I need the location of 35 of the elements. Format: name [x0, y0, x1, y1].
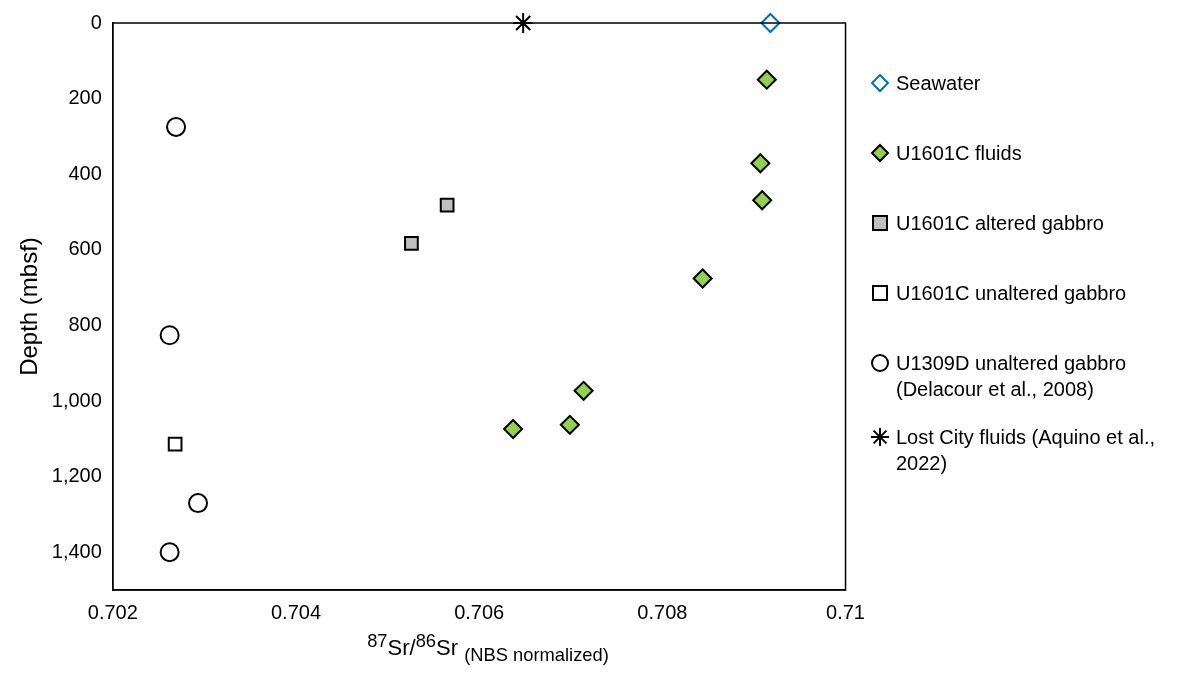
- point: [573, 380, 594, 401]
- point: [167, 436, 183, 452]
- point: [439, 197, 455, 213]
- y-tick-label: 400: [68, 161, 102, 184]
- x-tick-label: 0.708: [637, 600, 688, 623]
- y-tick-label: 800: [68, 312, 102, 335]
- x-tick-label: 0.702: [87, 600, 138, 623]
- x-tick-label: 0.704: [270, 600, 322, 623]
- legend-label: Lost City fluids (Aquino et al., 2022): [896, 425, 1156, 476]
- point: [503, 418, 524, 439]
- point: [750, 153, 771, 174]
- x-tick-label: 0.706: [454, 600, 505, 623]
- point: [404, 236, 419, 251]
- y-tick-label: 600: [68, 237, 102, 260]
- legend-label: Seawater: [896, 71, 981, 96]
- y-tick-label: 0: [90, 10, 102, 33]
- x-tick-label: 0.71: [826, 600, 866, 623]
- point: [166, 116, 187, 137]
- legend-label: U1309D unaltered gabbro (Delacour et al., 2008): [896, 351, 1128, 402]
- point: [692, 268, 713, 289]
- point: [159, 325, 180, 346]
- y-tick-label: 200: [68, 86, 102, 109]
- point: [559, 414, 580, 435]
- point: [159, 542, 180, 563]
- y-axis-title: Depth (mbsf): [15, 237, 43, 376]
- legend-label: U1601C unaltered gabbro: [896, 281, 1127, 306]
- y-tick-label: 1,000: [51, 388, 102, 411]
- legend-label: U1601C altered gabbro: [896, 211, 1104, 236]
- point: [752, 190, 773, 211]
- legend-label: U1601C fluids: [896, 141, 1022, 166]
- point: [188, 493, 209, 514]
- y-tick-label: 1,200: [51, 464, 102, 487]
- y-tick-label: 1,400: [51, 539, 102, 562]
- point: [756, 69, 777, 90]
- x-axis-title: $^{87}$Sr/$^{86}$Sr $_{(NBS normalized)}$: [366, 630, 610, 666]
